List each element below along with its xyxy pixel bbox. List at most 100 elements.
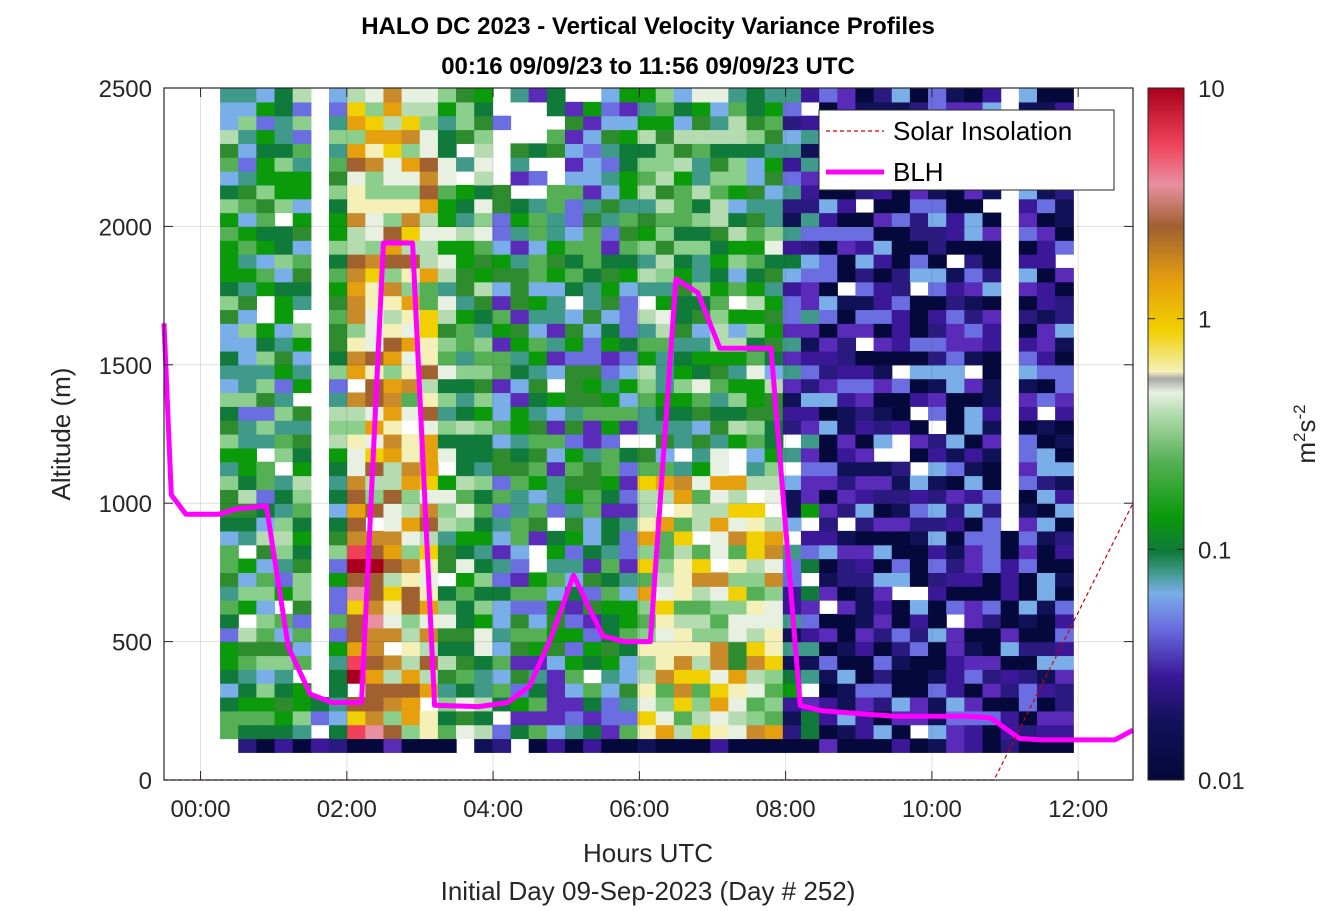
heatmap-cell	[456, 240, 475, 255]
heatmap-cell	[673, 696, 693, 712]
heatmap-cell	[1036, 558, 1056, 573]
heatmap-cell	[437, 475, 457, 490]
heatmap-cell	[474, 143, 493, 158]
heatmap-cell	[710, 600, 729, 615]
heatmap-cell	[546, 558, 566, 573]
heatmap-cell	[964, 323, 984, 338]
heatmap-cell	[964, 600, 984, 615]
heatmap-cell	[347, 517, 366, 532]
heatmap-cell	[583, 558, 602, 573]
heatmap-cell	[619, 198, 639, 214]
heatmap-cell	[601, 641, 621, 657]
heatmap-cell	[800, 254, 820, 269]
heatmap-cell	[891, 378, 911, 394]
heatmap-cell	[782, 350, 802, 366]
heatmap-cell	[583, 115, 602, 131]
y-tick-label: 0	[139, 768, 152, 795]
colorbar-tick-label: 0.1	[1198, 537, 1231, 564]
heatmap-cell	[855, 281, 875, 297]
heatmap-cell	[401, 738, 421, 753]
heatmap-cell	[637, 572, 657, 587]
heatmap-cell	[673, 212, 693, 227]
heatmap-cell	[601, 143, 621, 158]
heatmap-cell	[637, 530, 657, 546]
heatmap-cell	[583, 364, 602, 380]
heatmap-cell	[746, 641, 766, 657]
heatmap-cell	[1036, 212, 1056, 227]
heatmap-cell	[401, 461, 421, 477]
heatmap-cell	[510, 710, 530, 726]
heatmap-cell	[292, 641, 312, 657]
heatmap-cell	[1000, 544, 1020, 560]
heatmap-cell	[601, 544, 621, 560]
heatmap-cell	[819, 281, 838, 297]
heatmap-cell	[564, 489, 584, 504]
heatmap-cell	[637, 724, 657, 740]
heatmap-cell	[1018, 572, 1038, 587]
heatmap-cell	[510, 669, 530, 684]
heatmap-cell	[1055, 572, 1074, 587]
heatmap-cell	[619, 683, 639, 698]
heatmap-cell	[310, 710, 330, 726]
heatmap-cell	[619, 101, 639, 117]
heatmap-cell	[728, 586, 748, 601]
heatmap-cell	[728, 309, 748, 324]
heatmap-cell	[238, 669, 257, 684]
heatmap-cell	[528, 88, 548, 103]
heatmap-cell	[855, 267, 875, 283]
heatmap-cell	[982, 420, 1002, 435]
heatmap-cell	[837, 295, 857, 311]
heatmap-cell	[564, 434, 584, 449]
heatmap-cell	[873, 724, 893, 740]
heatmap-cell	[819, 212, 838, 227]
heatmap-cell	[855, 461, 875, 477]
heatmap-cell	[492, 586, 512, 601]
heatmap-cell	[655, 157, 675, 172]
heatmap-cell	[1000, 710, 1020, 726]
heatmap-cell	[909, 503, 929, 518]
heatmap-cell	[601, 281, 621, 297]
heatmap-cell	[928, 240, 947, 255]
heatmap-cell	[873, 198, 893, 214]
heatmap-cell	[819, 530, 838, 546]
heatmap-cell	[528, 738, 548, 753]
heatmap-cell	[564, 406, 584, 421]
heatmap-cell	[492, 240, 512, 255]
heatmap-cell	[782, 184, 802, 200]
heatmap-cell	[274, 710, 294, 726]
heatmap-cell	[1055, 558, 1074, 573]
heatmap-cell	[764, 101, 784, 117]
heatmap-cell	[764, 240, 784, 255]
heatmap-cell	[292, 171, 312, 186]
heatmap-cell	[401, 447, 421, 463]
heatmap-cell	[928, 613, 947, 629]
heatmap-cell	[383, 88, 403, 103]
heatmap-cell	[528, 503, 548, 518]
heatmap-cell	[238, 586, 257, 601]
heatmap-cell	[564, 517, 584, 532]
heatmap-cell	[437, 544, 457, 560]
heatmap-cell	[782, 724, 802, 740]
heatmap-cell	[692, 378, 711, 394]
heatmap-cell	[510, 572, 530, 587]
heatmap-cell	[655, 309, 675, 324]
heatmap-cell	[601, 434, 621, 449]
heatmap-cell	[637, 240, 657, 255]
heatmap-cell	[401, 157, 421, 172]
heatmap-cell	[909, 517, 929, 532]
heatmap-cell	[238, 143, 257, 158]
heatmap-cell	[437, 143, 457, 158]
heatmap-cell	[909, 420, 929, 435]
heatmap-cell	[546, 226, 566, 241]
heatmap-cell	[855, 558, 875, 573]
heatmap-cell	[292, 115, 312, 131]
heatmap-cell	[710, 254, 729, 269]
heatmap-cell	[347, 627, 366, 643]
heatmap-cell	[510, 157, 530, 172]
heatmap-cell	[583, 378, 602, 394]
heatmap-cell	[746, 267, 766, 283]
heatmap-cell	[383, 143, 403, 158]
heatmap-cell	[964, 558, 984, 573]
heatmap-cell	[655, 281, 675, 297]
